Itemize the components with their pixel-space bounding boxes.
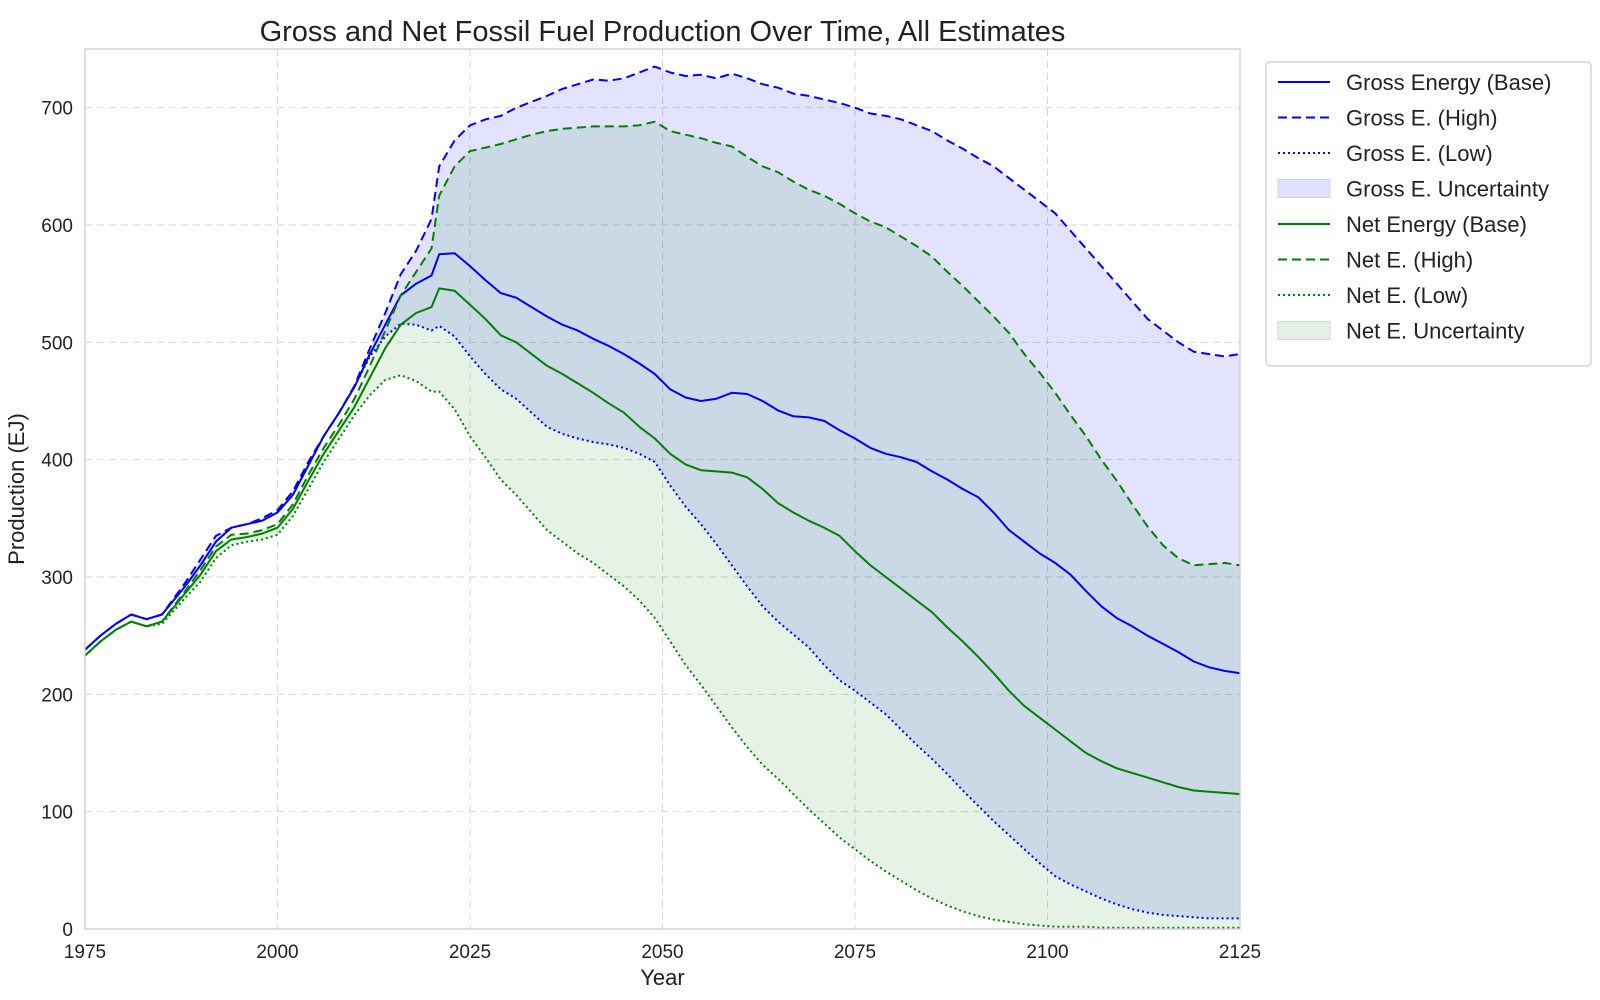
y-tick-label: 200	[41, 685, 73, 706]
y-tick-label: 500	[41, 333, 73, 354]
y-axis-label: Production (EJ)	[4, 413, 29, 565]
legend-item: Gross E. (High)	[1278, 106, 1498, 131]
legend-item: Gross Energy (Base)	[1278, 70, 1551, 95]
legend: Gross Energy (Base) Gross E. (High) Gross …	[1265, 61, 1592, 367]
legend-box	[1265, 61, 1592, 367]
y-tick-label: 600	[41, 216, 73, 237]
x-tick-label: 2025	[449, 942, 491, 963]
y-tick-label: 700	[41, 99, 73, 120]
series-line-net-e-high	[84, 120, 1241, 657]
chart-title: Gross and Net Fossil Fuel Production Ove…	[260, 16, 1066, 48]
legend-label: Gross E. (High)	[1346, 106, 1498, 131]
gross-uncertainty-band	[85, 66, 1240, 919]
x-tick-label: 2100	[1026, 942, 1068, 963]
legend-label: Gross Energy (Base)	[1346, 70, 1551, 95]
legend-item: Net Energy (Base)	[1278, 212, 1527, 237]
legend-item: Net E. Uncertainty	[1277, 319, 1525, 344]
series-line-net-e-low	[84, 374, 1240, 929]
x-tick-label: 2075	[834, 942, 876, 963]
x-tick-label: 2125	[1219, 942, 1261, 963]
series-line-gross-e-low	[84, 322, 1240, 920]
legend-label: Net E. Uncertainty	[1346, 319, 1525, 344]
legend-label: Net E. (High)	[1346, 248, 1473, 273]
legend-label: Net Energy (Base)	[1346, 212, 1527, 237]
series-lines	[84, 65, 1241, 929]
plot-frame	[84, 48, 1241, 930]
series-line-gross-energy-base	[84, 252, 1241, 675]
x-tick-label: 1975	[64, 942, 106, 963]
y-tick-label: 300	[41, 568, 73, 589]
series-line-net-energy-base	[84, 287, 1241, 796]
x-axis-label: Year	[640, 965, 684, 990]
legend-patch	[1277, 321, 1331, 340]
y-tick-label: 100	[41, 803, 73, 824]
legend-item: Net E. (High)	[1278, 248, 1473, 273]
legend-label: Net E. (Low)	[1346, 283, 1468, 308]
uncertainty-fills	[85, 66, 1240, 928]
tick-labels: 1975 2000 2025 2050 2075 2100 2125 0 100 200 300 40…	[41, 99, 1261, 963]
legend-item: Gross E. (Low)	[1278, 141, 1493, 166]
net-uncertainty-band	[85, 121, 1240, 928]
y-tick-label: 0	[62, 920, 73, 941]
x-tick-label: 2050	[641, 942, 683, 963]
x-tick-label: 2000	[256, 942, 298, 963]
legend-patch	[1277, 179, 1331, 198]
legend-label: Gross E. Uncertainty	[1346, 177, 1549, 202]
legend-item: Gross E. Uncertainty	[1277, 177, 1549, 202]
legend-label: Gross E. (Low)	[1346, 141, 1493, 166]
legend-item: Net E. (Low)	[1278, 283, 1468, 308]
y-tick-label: 400	[41, 451, 73, 472]
